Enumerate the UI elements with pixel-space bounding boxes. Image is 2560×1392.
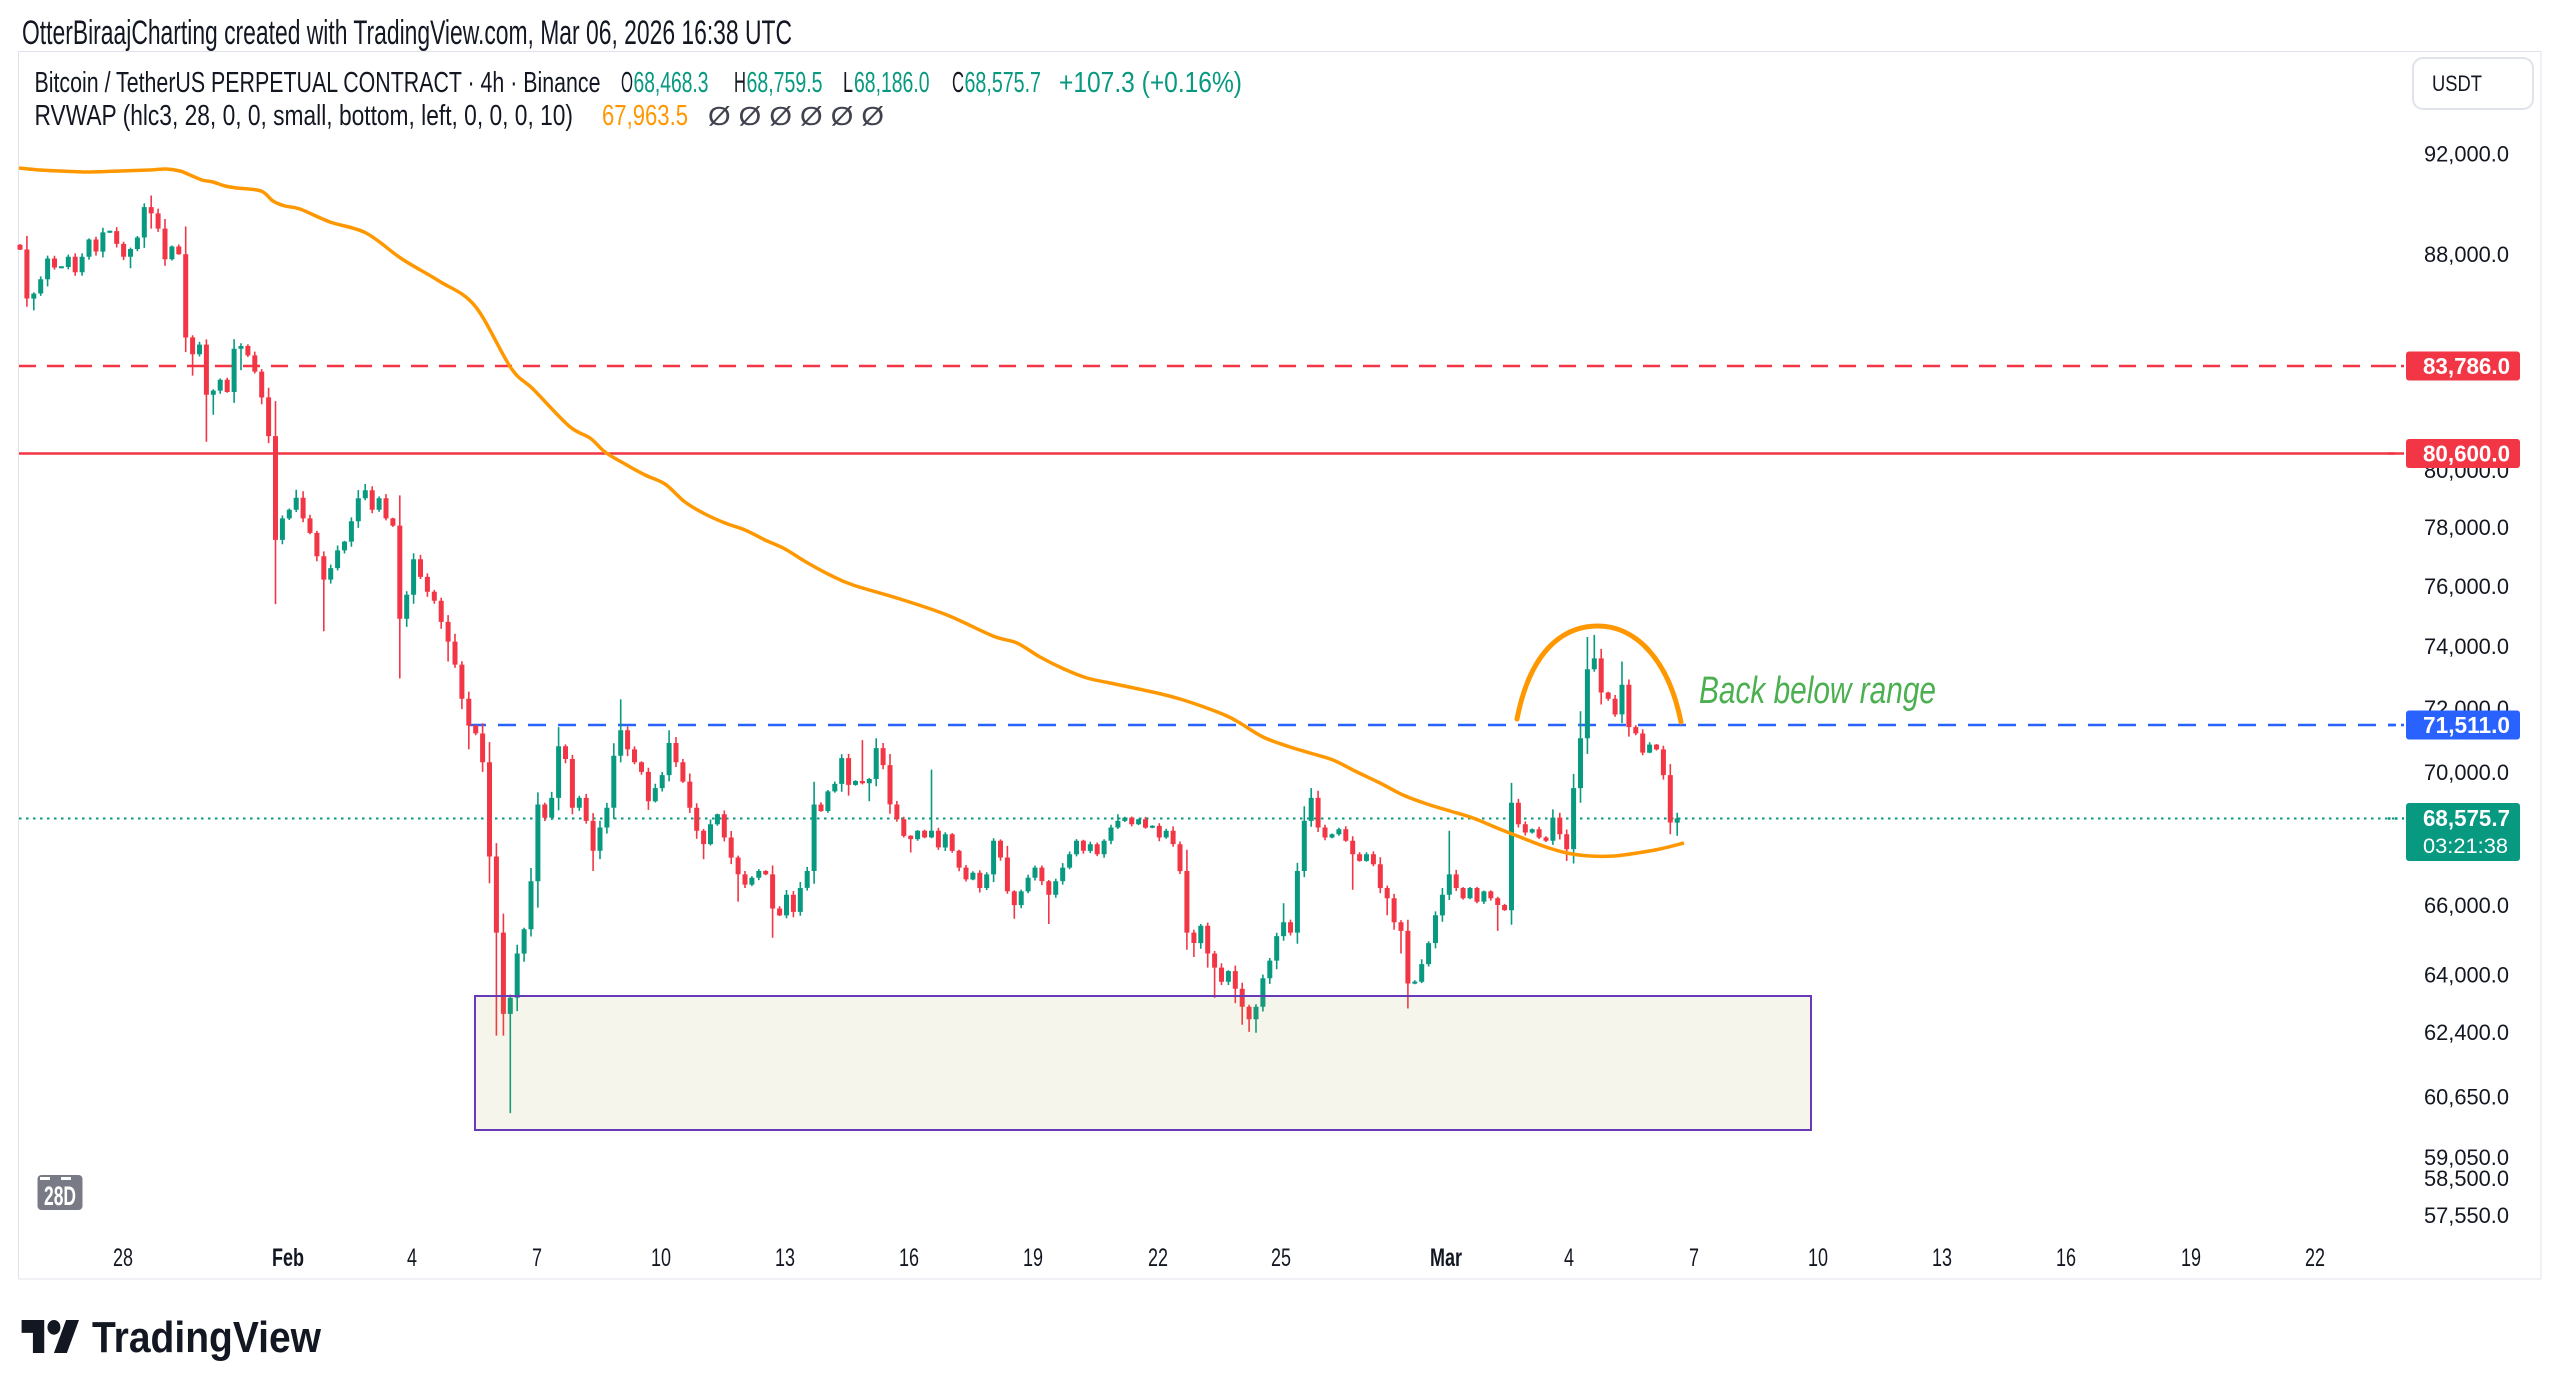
svg-text:83,786.0: 83,786.0 [2423,353,2510,379]
svg-text:22: 22 [2305,1244,2325,1272]
svg-text:7: 7 [532,1244,542,1272]
svg-text:28D: 28D [44,1181,76,1211]
svg-text:70,000.0: 70,000.0 [2424,760,2509,785]
svg-text:L: L [843,67,853,99]
svg-text:10: 10 [1808,1244,1828,1272]
svg-text:4: 4 [407,1244,417,1272]
svg-text:+107.3 (+0.16%): +107.3 (+0.16%) [1059,67,1242,99]
svg-text:16: 16 [899,1244,919,1272]
svg-text:59,050.0: 59,050.0 [2424,1145,2509,1170]
svg-text:7: 7 [1689,1244,1699,1272]
svg-text:22: 22 [1148,1244,1168,1272]
svg-text:66,000.0: 66,000.0 [2424,893,2509,918]
svg-text:C: C [952,67,964,99]
svg-text:13: 13 [1932,1244,1952,1272]
svg-text:Ø Ø Ø Ø Ø Ø: Ø Ø Ø Ø Ø Ø [708,101,884,131]
svg-text:68,575.7: 68,575.7 [2423,805,2510,831]
svg-text:25: 25 [1271,1244,1291,1272]
svg-text:OtterBiraajCharting created wi: OtterBiraajCharting created with Trading… [22,14,792,52]
svg-text:Feb: Feb [272,1244,304,1272]
svg-text:80,600.0: 80,600.0 [2423,441,2510,467]
svg-text:TradingView: TradingView [92,1313,322,1362]
svg-text:78,000.0: 78,000.0 [2424,515,2509,540]
svg-text:4: 4 [1564,1244,1574,1272]
svg-text:19: 19 [2181,1244,2201,1272]
svg-text:Back below range: Back below range [1699,670,1936,712]
svg-text:88,000.0: 88,000.0 [2424,242,2509,267]
svg-text:57,550.0: 57,550.0 [2424,1203,2509,1228]
svg-text:67,963.5: 67,963.5 [602,100,688,132]
svg-text:68,575.7: 68,575.7 [965,67,1042,99]
svg-text:03:21:38: 03:21:38 [2423,835,2508,858]
svg-text:68,468.3: 68,468.3 [634,67,709,99]
svg-text:62,400.0: 62,400.0 [2424,1020,2509,1045]
svg-text:19: 19 [1023,1244,1043,1272]
svg-text:64,000.0: 64,000.0 [2424,963,2509,988]
svg-text:60,650.0: 60,650.0 [2424,1084,2509,1109]
svg-text:92,000.0: 92,000.0 [2424,142,2509,167]
svg-text:H: H [734,67,746,99]
svg-text:RVWAP (hlc3, 28, 0, 0, small,: RVWAP (hlc3, 28, 0, 0, small, bottom, le… [35,100,574,132]
svg-text:74,000.0: 74,000.0 [2424,634,2509,659]
svg-text:13: 13 [775,1244,795,1272]
svg-text:68,186.0: 68,186.0 [854,67,930,99]
svg-text:28: 28 [113,1244,133,1272]
svg-text:Bitcoin / TetherUS PERPETUAL C: Bitcoin / TetherUS PERPETUAL CONTRACT · … [35,67,601,99]
svg-text:O: O [621,67,633,99]
svg-text:16: 16 [2056,1244,2076,1272]
svg-text:USDT: USDT [2432,71,2482,96]
svg-text:Mar: Mar [1430,1244,1462,1272]
svg-text:58,500.0: 58,500.0 [2424,1166,2509,1191]
svg-text:10: 10 [651,1244,671,1272]
svg-text:76,000.0: 76,000.0 [2424,574,2509,599]
svg-text:71,511.0: 71,511.0 [2423,712,2510,738]
svg-text:68,759.5: 68,759.5 [747,67,823,99]
